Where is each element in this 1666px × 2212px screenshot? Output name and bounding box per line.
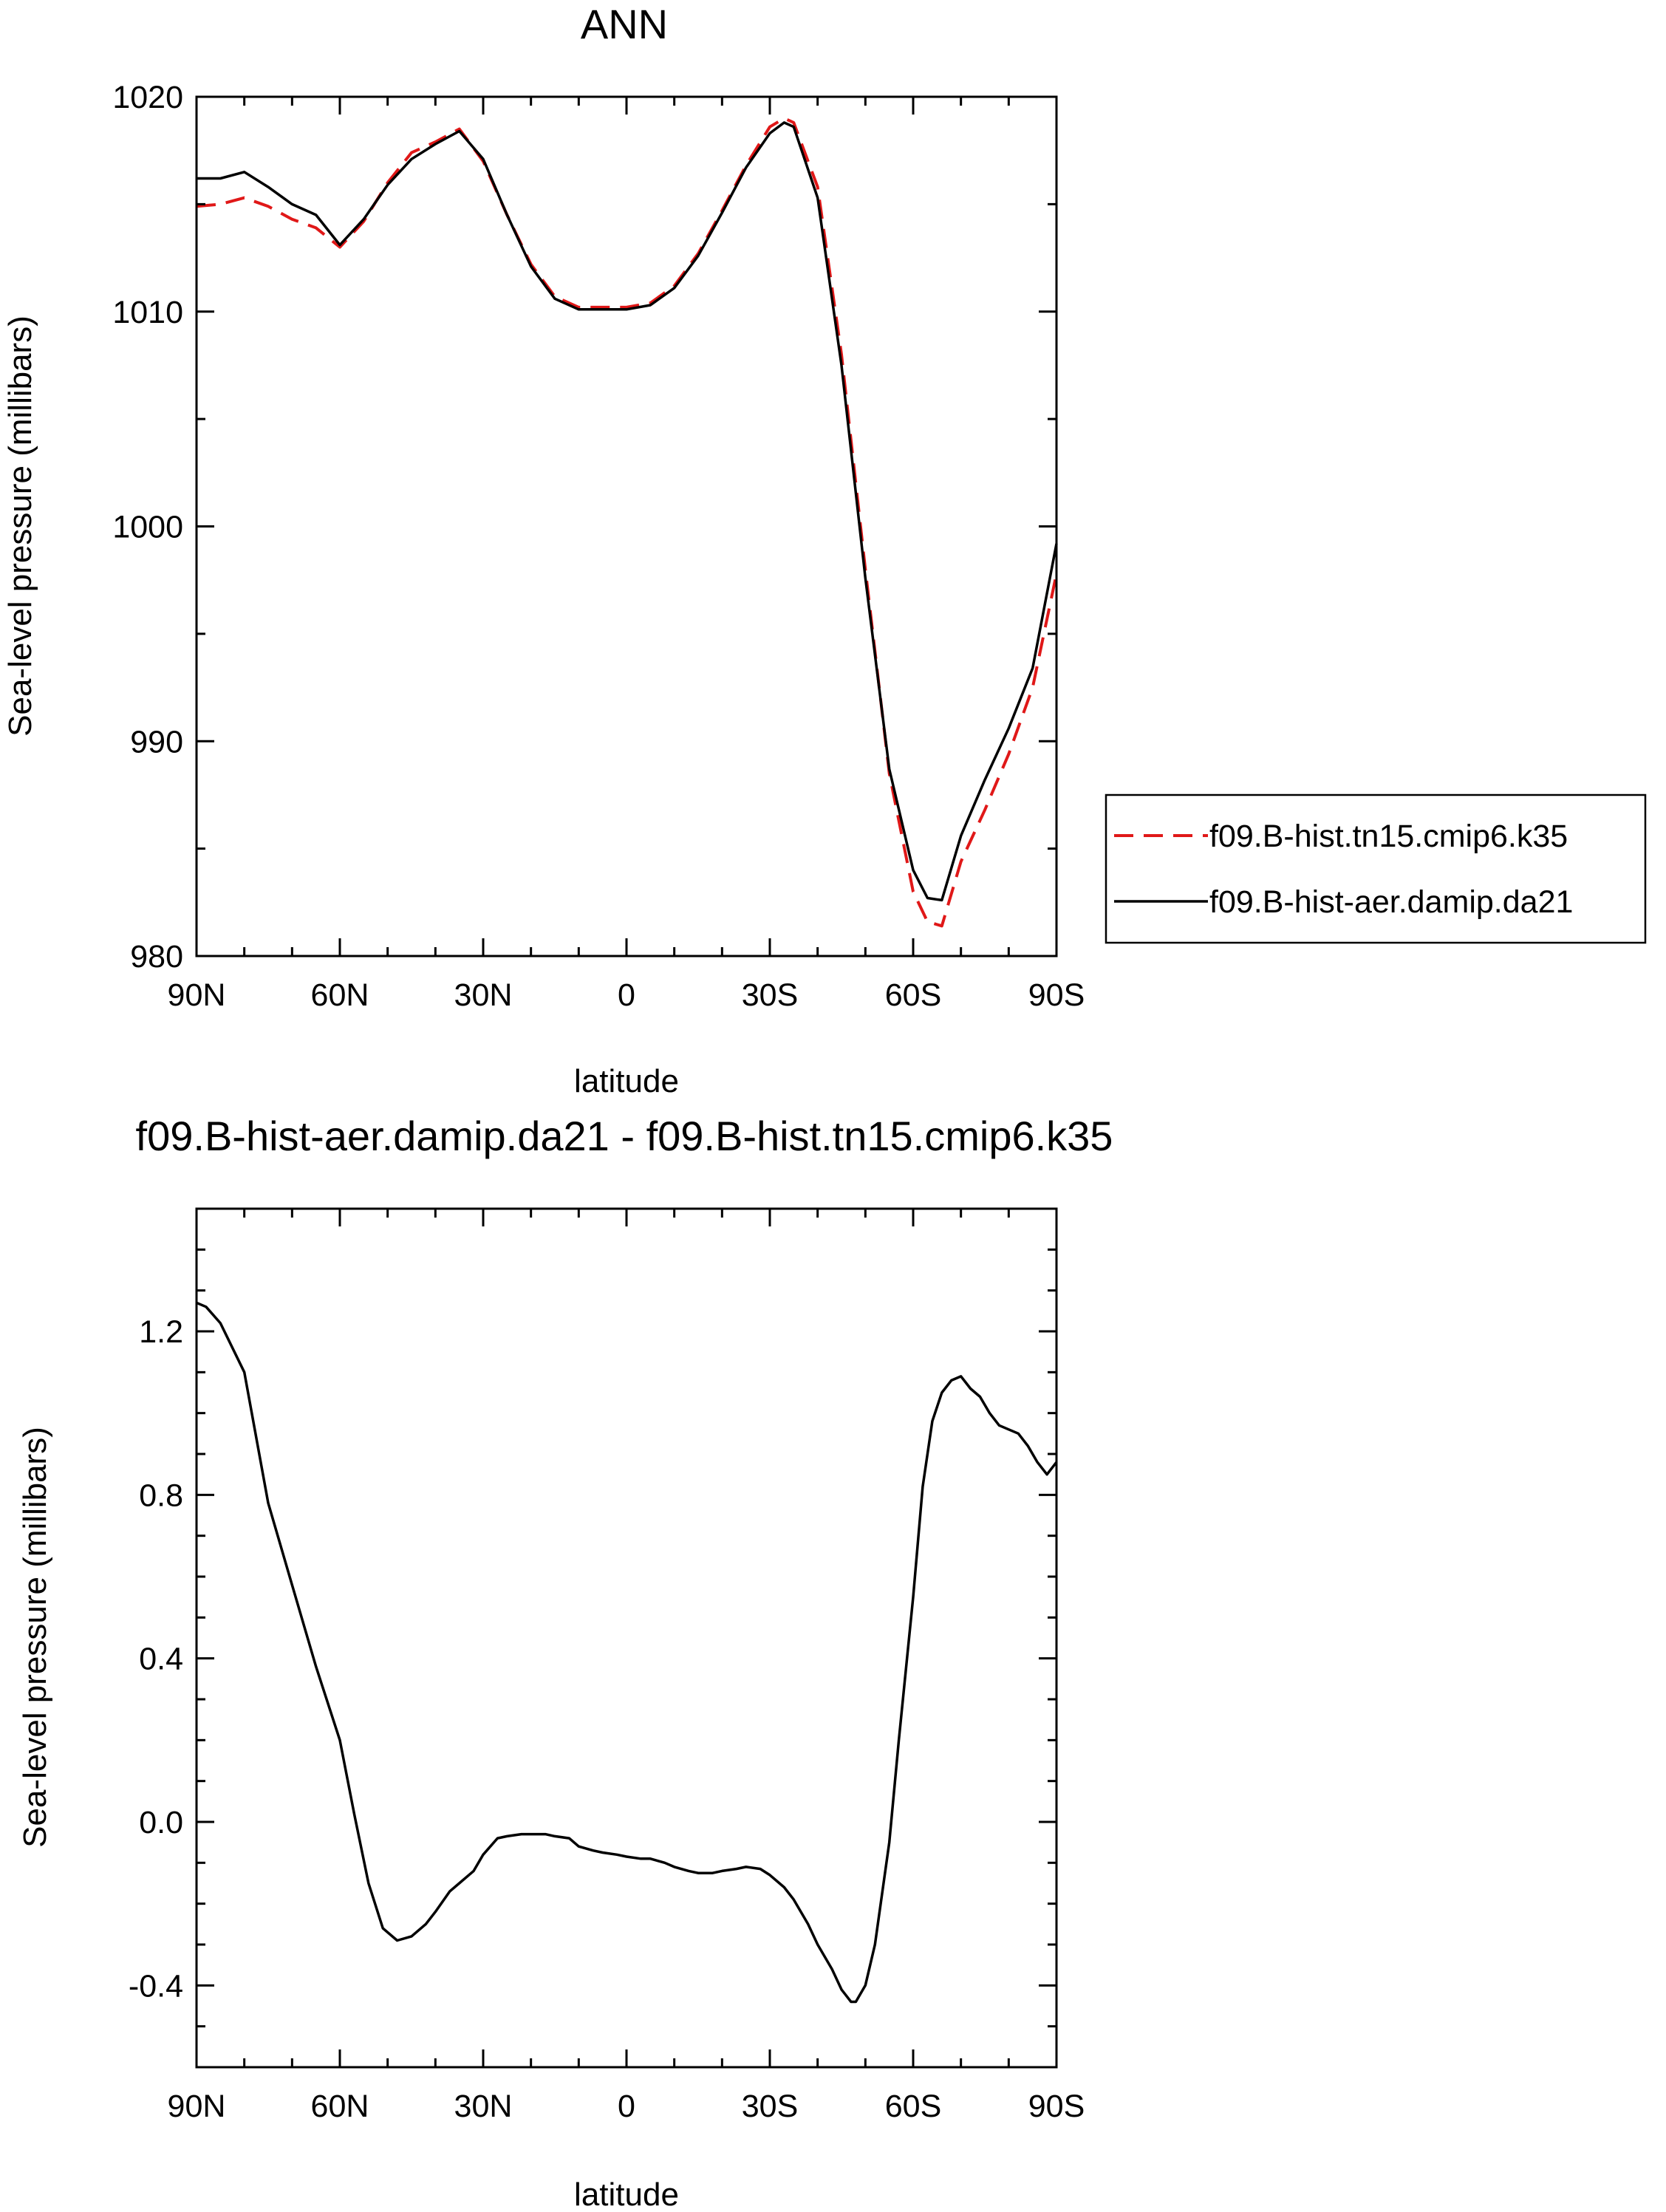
- bottom-x-tick-label: 90N: [168, 2089, 226, 2124]
- legend-entry-k35: f09.B-hist.tn15.cmip6.k35: [1209, 819, 1568, 854]
- bottom-chart-title: f09.B-hist-aer.damip.da21 - f09.B-hist.t…: [136, 1113, 1113, 1159]
- top-plot-frame: [195, 95, 1058, 957]
- top-series-1-line: [197, 121, 1058, 902]
- top-x-axis-label: latitude: [574, 1063, 679, 1099]
- bottom-y-tick-label: 0.8: [139, 1478, 183, 1513]
- top-y-tick-label: 990: [130, 724, 183, 759]
- top-x-tick-label: 30S: [742, 977, 799, 1013]
- legend-entry-da21: f09.B-hist-aer.damip.da21: [1209, 884, 1573, 920]
- bottom-curves-layer: [196, 1301, 1058, 2004]
- top-y-tick-label: 1000: [112, 510, 183, 545]
- bottom-x-tick-label: 60N: [311, 2089, 369, 2124]
- top-curves-layer: [196, 117, 1058, 928]
- top-x-tick-label: 60N: [311, 977, 369, 1013]
- legend-box: [1105, 793, 1647, 944]
- top-y-axis-label: Sea-level pressure (millibars): [2, 315, 38, 737]
- top-x-tick-label: 90N: [168, 977, 226, 1013]
- bottom-x-axis-label: latitude: [574, 2177, 679, 2212]
- top-x-tick-label: 60S: [885, 977, 942, 1013]
- bottom-series-0-line: [196, 1301, 1058, 2004]
- top-x-tick-label: 30N: [454, 977, 513, 1013]
- bottom-x-tick-label: 90S: [1028, 2089, 1085, 2124]
- top-x-tick-label: 0: [618, 977, 635, 1013]
- top-x-tick-label: 90S: [1028, 977, 1085, 1013]
- bottom-plot-frame: [195, 1207, 1058, 2069]
- bottom-x-tick-label: 60S: [885, 2089, 942, 2124]
- bottom-y-tick-label: 0.0: [139, 1805, 183, 1840]
- bottom-x-tick-label: 0: [618, 2089, 635, 2124]
- bottom-y-tick-label: -0.4: [129, 1968, 183, 2004]
- top-y-tick-label: 980: [130, 939, 183, 974]
- top-y-tick-label: 1010: [112, 295, 183, 330]
- bottom-line-chart: f09.B-hist-aer.damip.da21 - f09.B-hist.t…: [17, 1113, 1113, 2212]
- top-y-tick-label: 1020: [112, 80, 183, 115]
- bottom-x-tick-label: 30S: [742, 2089, 799, 2124]
- top-line-chart: ANN latitude Sea-level pressure (milliba…: [2, 1, 1647, 1099]
- bottom-y-tick-label: 0.4: [139, 1642, 183, 1677]
- top-chart-title: ANN: [581, 1, 668, 47]
- bottom-y-tick-label: 1.2: [139, 1314, 183, 1350]
- bottom-y-axis-label: Sea-level pressure (millibars): [17, 1427, 53, 1848]
- top-series-0-line: [196, 117, 1058, 928]
- top-legend: f09.B-hist.tn15.cmip6.k35 f09.B-hist-aer…: [1105, 793, 1647, 944]
- bottom-x-tick-label: 30N: [454, 2089, 513, 2124]
